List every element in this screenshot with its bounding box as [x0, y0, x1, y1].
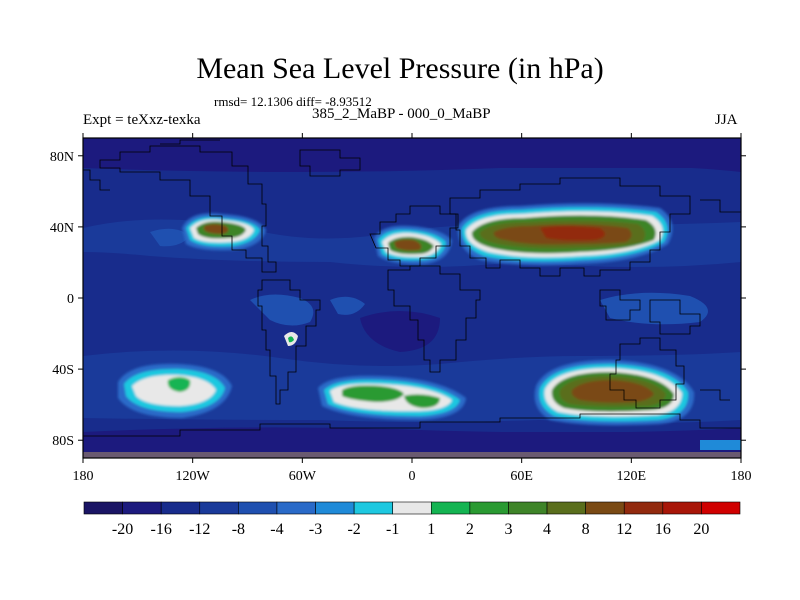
- high-asia: [457, 203, 673, 266]
- continent-outlines: [83, 139, 741, 437]
- chart-subtitle: 385_2_MaBP - 000_0_MaBP: [312, 106, 491, 122]
- x-tick-label: 60E: [510, 469, 533, 484]
- experiment-label: Expt = teXxz-texka: [83, 112, 201, 128]
- antarctic-strip: [83, 452, 741, 458]
- tropical-patch-d: [600, 292, 708, 325]
- colorbar-swatch: [353, 501, 394, 515]
- colorbar-label: 20: [693, 521, 709, 538]
- colorbar-swatch: [546, 501, 586, 515]
- chart-title: Mean Sea Level Pressure (in hPa): [196, 52, 604, 85]
- colorbar-swatch: [623, 501, 664, 515]
- colorbar-swatch: [83, 501, 123, 515]
- colorbar-swatch: [160, 501, 201, 515]
- high-australia: [534, 360, 695, 426]
- y-tick-label: 40N: [50, 221, 74, 236]
- colorbar-label: -2: [347, 521, 360, 538]
- y-tick-label: 80S: [52, 434, 74, 449]
- colorbar-swatch: [122, 501, 162, 515]
- colorbar-swatch: [662, 501, 702, 515]
- colorbar-label: 12: [616, 521, 632, 538]
- x-axis: 180 120W 60W 0 60E 120E 180: [73, 133, 752, 484]
- colorbar-label: -4: [270, 521, 283, 538]
- colorbar-label: 1: [427, 521, 435, 538]
- high-europe: [374, 225, 452, 265]
- colorbar-label: 2: [466, 521, 474, 538]
- colorbar-label: -12: [189, 521, 210, 538]
- antarctic-patch: [700, 440, 741, 450]
- colorbar-label: 3: [504, 521, 512, 538]
- stats-label: rmsd= 12.1306 diff= -8.93512: [214, 94, 372, 109]
- field-layer: [83, 138, 741, 458]
- colorbar-label: -3: [309, 521, 322, 538]
- colorbar-swatch: [430, 501, 471, 515]
- colorbar-label: -20: [112, 521, 133, 538]
- antarctic-band-edge: [83, 427, 741, 458]
- colorbar-label: -8: [232, 521, 245, 538]
- tropical-patch-c: [330, 296, 365, 315]
- x-tick-label: 60W: [289, 469, 317, 484]
- colorbar-swatch: [238, 501, 278, 515]
- x-tick-label: 180: [73, 469, 94, 484]
- y-axis: 80N 40N 0 40S 80S: [50, 150, 746, 449]
- colorbar-label: 4: [543, 521, 551, 538]
- x-tick-label: 0: [409, 469, 416, 484]
- y-tick-label: 40S: [52, 363, 74, 378]
- x-tick-label: 120E: [617, 469, 647, 484]
- arctic-band-edge: [83, 138, 741, 172]
- colorbar-swatch: [469, 501, 509, 515]
- colorbar-swatch: [585, 501, 625, 515]
- colorbar-swatch: [392, 501, 432, 515]
- x-tick-label: 120W: [176, 469, 211, 484]
- tropical-patch-a: [250, 294, 314, 326]
- y-tick-label: 0: [67, 292, 74, 307]
- season-label: JJA: [715, 112, 738, 128]
- colorbar: -20 -16 -12 -8 -4 -3 -2 -1 1 2 3 4 8 12 16 20: [83, 501, 741, 538]
- colorbar-label: -16: [151, 521, 172, 538]
- tropical-patch-b: [150, 228, 190, 247]
- colorbar-swatch: [508, 501, 548, 515]
- high-south-atlantic: [318, 375, 466, 420]
- andes-patch-core: [288, 336, 294, 343]
- colorbar-swatch: [199, 501, 239, 515]
- y-tick-label: 80N: [50, 150, 74, 165]
- x-tick-label: 180: [731, 469, 752, 484]
- high-south-pacific: [118, 363, 232, 418]
- colorbar-label: -1: [386, 521, 399, 538]
- tropical-low: [360, 311, 440, 352]
- colorbar-label: 8: [582, 521, 590, 538]
- colorbar-swatch: [276, 501, 316, 515]
- colorbar-swatch: [315, 501, 355, 515]
- colorbar-swatch: [701, 501, 741, 515]
- colorbar-label: 16: [655, 521, 671, 538]
